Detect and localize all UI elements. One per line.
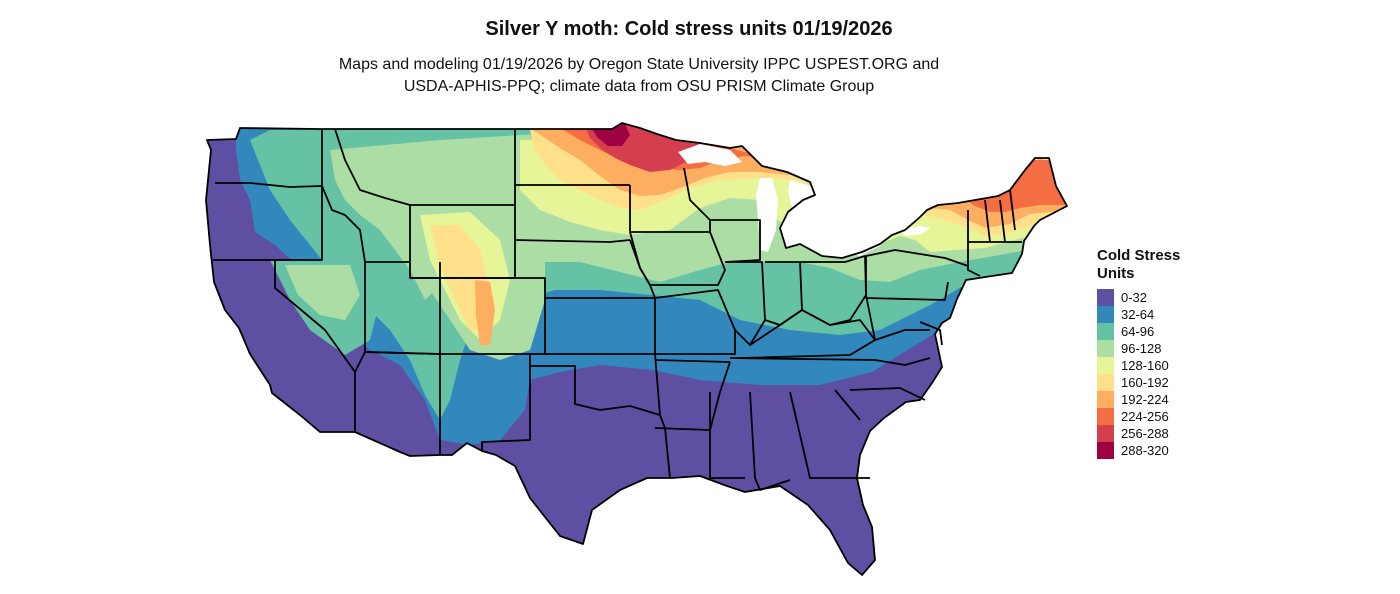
map-legend: Cold Stress Units 0-32 32-64 64-96 96-128 12… — [1097, 247, 1217, 459]
legend-label: 224-256 — [1121, 409, 1169, 424]
legend-item: 160-192 — [1097, 374, 1217, 391]
border-ia — [629, 231, 726, 286]
border-sd-ne — [514, 239, 631, 243]
legend-swatch — [1097, 306, 1114, 323]
legend-item: 288-320 — [1097, 442, 1217, 459]
legend-item: 96-128 — [1097, 340, 1217, 357]
legend-label: 128-160 — [1121, 358, 1169, 373]
border-ny-ne — [967, 210, 981, 277]
legend-swatch — [1097, 374, 1114, 391]
cold-stress-zones — [206, 123, 1067, 575]
state-borders — [205, 122, 1068, 576]
legend-items: 0-32 32-64 64-96 96-128 128-160 160-192 192-22… — [1097, 289, 1217, 459]
legend-label: 64-96 — [1121, 324, 1155, 339]
border-tn-nc — [729, 357, 931, 366]
legend-label: 0-32 — [1121, 290, 1148, 305]
border-nm — [481, 354, 531, 451]
legend-swatch — [1097, 357, 1114, 374]
legend-item: 256-288 — [1097, 425, 1217, 442]
border-ga-sc — [834, 389, 861, 421]
lake-michigan — [756, 178, 778, 252]
legend-swatch — [1097, 425, 1114, 442]
border-wv-va — [865, 294, 930, 341]
border-md-de — [919, 321, 943, 346]
border-ar-la — [654, 361, 731, 431]
legend-label: 96-128 — [1121, 341, 1162, 356]
legend-label: 192-224 — [1121, 392, 1169, 407]
legend-item: 128-160 — [1097, 357, 1217, 374]
border-al — [749, 391, 791, 491]
border-nv — [274, 260, 366, 373]
legend-label: 256-288 — [1121, 426, 1169, 441]
legend-swatch — [1097, 442, 1114, 459]
legend-swatch — [1097, 289, 1114, 306]
legend-label: 288-320 — [1121, 443, 1169, 458]
legend-label: 32-64 — [1121, 307, 1155, 322]
legend-label: 160-192 — [1121, 375, 1169, 390]
border-ms — [709, 392, 745, 479]
map-title: Silver Y moth: Cold stress units 01/19/2… — [485, 18, 893, 40]
border-ky — [739, 309, 876, 359]
map-subtitle-line-2: USDA-APHIS-PPQ; climate data from OSU PR… — [403, 78, 875, 95]
border-ny-pa — [865, 249, 969, 267]
border-mn — [629, 167, 711, 233]
legend-title-line-2: Units — [1097, 265, 1135, 282]
border-ok-tx — [530, 365, 661, 416]
legend-item: 0-32 — [1097, 289, 1217, 306]
legend-swatch — [1097, 340, 1114, 357]
zone-basin-96-128 — [285, 265, 360, 320]
legend-item: 192-224 — [1097, 391, 1217, 408]
map-subtitle-line-1: Maps and modeling 01/19/2026 by Oregon S… — [338, 56, 940, 73]
legend-item: 224-256 — [1097, 408, 1217, 425]
legend-item: 64-96 — [1097, 323, 1217, 340]
legend-title-line-1: Cold Stress — [1097, 247, 1181, 264]
lake-superior — [678, 144, 742, 166]
border-or — [213, 186, 323, 261]
border-ga-fl — [789, 391, 870, 479]
border-ok-ar — [654, 353, 671, 479]
border-pa — [865, 256, 949, 301]
legend-swatch — [1097, 391, 1114, 408]
legend-item: 32-64 — [1097, 306, 1217, 323]
border-co — [440, 277, 546, 355]
border-vt-nh — [984, 199, 1006, 243]
border-me — [1009, 189, 1016, 231]
border-sc-nc — [849, 387, 926, 401]
legend-swatch — [1097, 408, 1114, 425]
zone-rockies-192-224 — [475, 280, 495, 345]
border-ar-mo — [654, 359, 731, 363]
border-wa-or — [215, 182, 323, 188]
border-mt-id — [334, 128, 411, 262]
legend-swatch — [1097, 323, 1114, 340]
legend-title: Cold Stress Units — [1097, 247, 1217, 283]
border-wi — [710, 219, 761, 263]
